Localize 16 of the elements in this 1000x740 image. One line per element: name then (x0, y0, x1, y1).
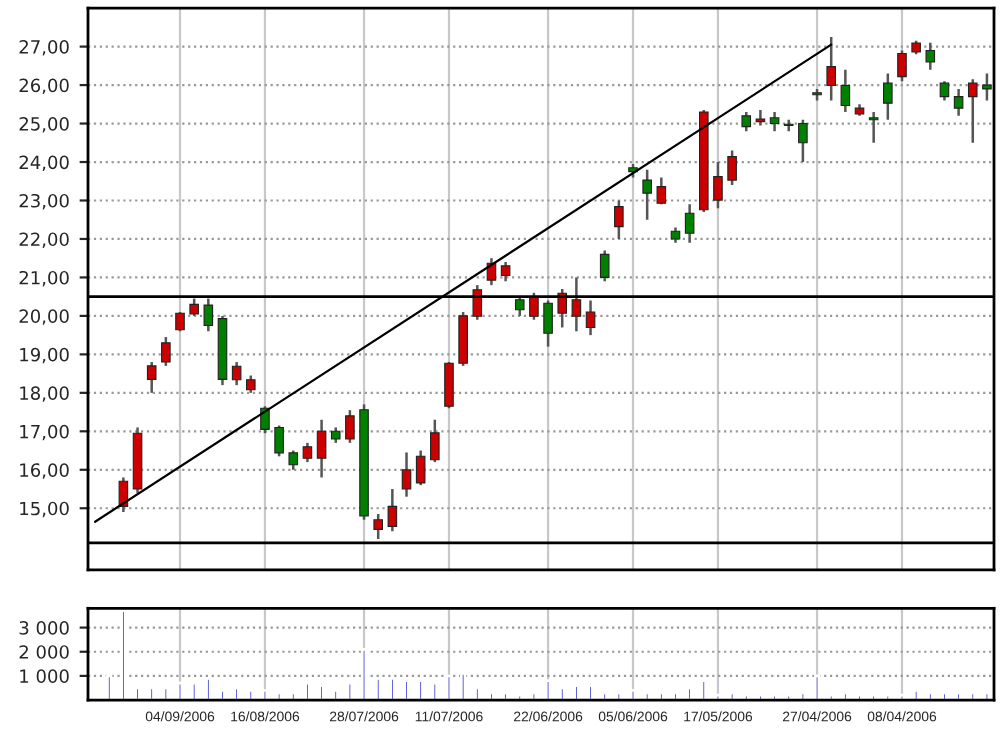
y-tick-label: 21,00 (19, 270, 69, 287)
y-tick-label: 20,00 (19, 309, 69, 325)
y-tick-label: 2 000 (19, 645, 69, 659)
y-tick-label: 26,00 (19, 78, 69, 95)
y-tick-label: 15,00 (20, 501, 69, 518)
y-tick-label: 25,00 (19, 117, 69, 133)
y-tick-label: 18,00 (20, 386, 69, 402)
y-tick-label: 19,00 (20, 347, 69, 364)
y-tick-label: 27,00 (19, 40, 69, 56)
y-tick-label: 23,00 (19, 193, 69, 210)
y-tick-label: 17,00 (20, 424, 69, 441)
y-tick-label: 3 000 (19, 621, 69, 635)
y-tick-label: 1 000 (20, 669, 69, 684)
y-tick-label: 24,00 (19, 155, 69, 171)
y-tick-label: 16,00 (20, 463, 69, 479)
y-tick-label: 22,00 (19, 232, 69, 248)
